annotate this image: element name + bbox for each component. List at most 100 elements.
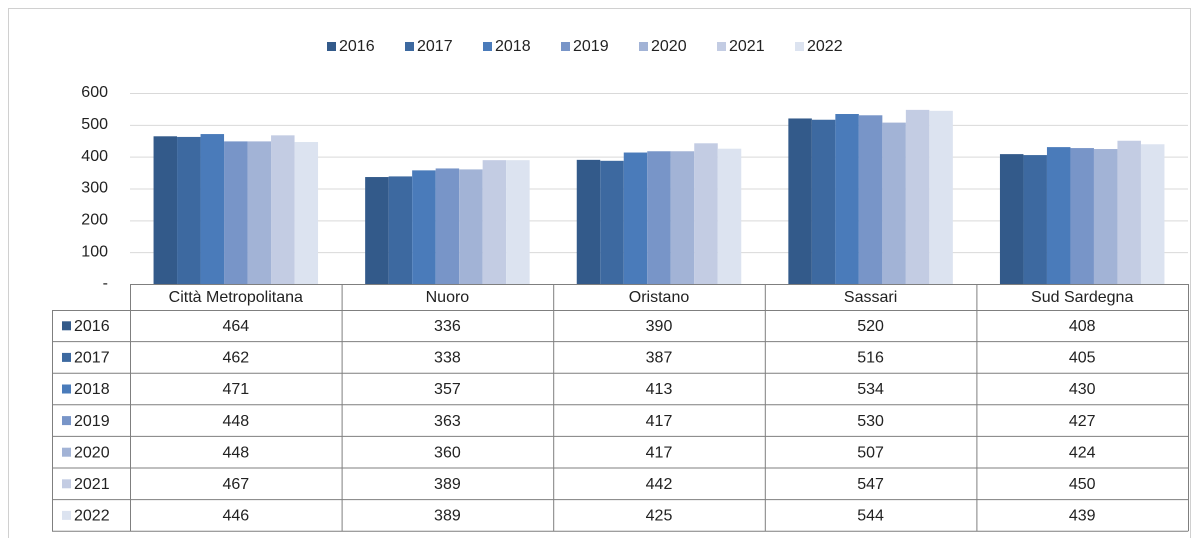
- legend-label: 2022: [807, 38, 843, 55]
- table-cell: 417: [646, 413, 673, 430]
- table-cell: 425: [646, 508, 673, 525]
- table-cell: 424: [1069, 444, 1096, 461]
- legend-label: 2016: [339, 38, 375, 55]
- bar: [177, 136, 201, 284]
- table-cell: 520: [857, 318, 884, 335]
- bar: [858, 115, 883, 285]
- table-cell: 464: [222, 318, 249, 335]
- x-tick-label: Città Metropolitana: [169, 289, 303, 306]
- bar: [224, 141, 248, 284]
- legend-swatch: [639, 42, 648, 51]
- x-tick-label: Sud Sardegna: [1031, 289, 1133, 306]
- table-row-label: 2018: [74, 381, 110, 398]
- y-tick-label: 500: [81, 116, 108, 133]
- table-legend-swatch: [62, 510, 71, 520]
- table-cell: 450: [1069, 476, 1096, 493]
- table-cell: 467: [222, 476, 249, 493]
- bar: [1117, 140, 1141, 284]
- bar: [1023, 155, 1047, 284]
- legend-swatch: [561, 42, 570, 51]
- table-cell: 357: [434, 381, 461, 398]
- table-cell: 413: [646, 381, 673, 398]
- bar: [153, 136, 178, 284]
- bar: [600, 160, 624, 284]
- table-cell: 405: [1069, 350, 1096, 367]
- bar: [647, 151, 671, 284]
- legend-label: 2018: [495, 38, 531, 55]
- table-legend-swatch: [62, 384, 71, 394]
- y-tick-label: 100: [81, 243, 108, 260]
- table-cell: 408: [1069, 318, 1096, 335]
- table-cell: 530: [857, 413, 884, 430]
- table-cell: 547: [857, 476, 884, 493]
- table-cell: 442: [646, 476, 673, 493]
- bar: [576, 159, 601, 284]
- bar: [999, 154, 1024, 284]
- bar: [929, 110, 953, 285]
- bar: [623, 152, 648, 284]
- legend-swatch: [405, 42, 414, 51]
- table-cell: 448: [222, 413, 249, 430]
- bar: [435, 168, 460, 284]
- table-cell: 471: [222, 381, 249, 398]
- table-cell: 516: [857, 350, 884, 367]
- bar: [482, 160, 507, 284]
- table-cell: 448: [222, 444, 249, 461]
- x-tick-label: Nuoro: [426, 289, 470, 306]
- x-tick-label: Sassari: [844, 289, 897, 306]
- table-cell: 363: [434, 413, 461, 430]
- table-cell: 360: [434, 444, 461, 461]
- bar: [200, 134, 225, 284]
- table-row-label: 2017: [74, 350, 110, 367]
- bar: [905, 109, 930, 284]
- bar: [271, 135, 295, 284]
- table-row-label: 2019: [74, 413, 110, 430]
- x-tick-label: Oristano: [629, 289, 690, 306]
- table-cell: 534: [857, 381, 884, 398]
- legend-label: 2021: [729, 38, 765, 55]
- legend-label: 2019: [573, 38, 609, 55]
- table-row-label: 2020: [74, 444, 110, 461]
- table-cell: 427: [1069, 413, 1096, 430]
- table-legend-swatch: [62, 352, 71, 362]
- table-cell: 387: [646, 350, 673, 367]
- table-row-label: 2022: [74, 508, 110, 525]
- table-cell: 389: [434, 508, 461, 525]
- bar: [1093, 149, 1118, 284]
- bar: [412, 170, 436, 284]
- bar: [365, 177, 389, 284]
- table-row-label: 2016: [74, 318, 110, 335]
- table-cell: 389: [434, 476, 461, 493]
- legend-swatch: [327, 42, 336, 51]
- y-tick-label: -: [103, 275, 108, 292]
- table-cell: 462: [222, 350, 249, 367]
- y-tick-label: 600: [81, 84, 108, 101]
- bar: [694, 143, 718, 284]
- table-cell: 544: [857, 508, 884, 525]
- table-cell: 417: [646, 444, 673, 461]
- bar: [247, 141, 272, 284]
- table-row-label: 2021: [74, 476, 110, 493]
- legend-swatch: [483, 42, 492, 51]
- bar: [788, 118, 812, 284]
- table-cell: 338: [434, 350, 461, 367]
- table-legend-swatch: [62, 447, 71, 457]
- bar: [294, 142, 319, 284]
- table-cell: 336: [434, 318, 461, 335]
- table-legend-swatch: [62, 321, 71, 331]
- legend-swatch: [795, 42, 804, 51]
- table-cell: 507: [857, 444, 884, 461]
- bar: [811, 119, 836, 285]
- table-cell: 390: [646, 318, 673, 335]
- y-tick-label: 400: [81, 148, 108, 165]
- y-tick-label: 200: [81, 212, 108, 229]
- table-legend-swatch: [62, 479, 71, 489]
- table-legend-swatch: [62, 416, 71, 426]
- legend-swatch: [717, 42, 726, 51]
- y-tick-label: 300: [81, 180, 108, 197]
- bar: [882, 122, 906, 284]
- bar: [459, 169, 483, 284]
- bar: [835, 114, 859, 284]
- bar: [1046, 147, 1071, 284]
